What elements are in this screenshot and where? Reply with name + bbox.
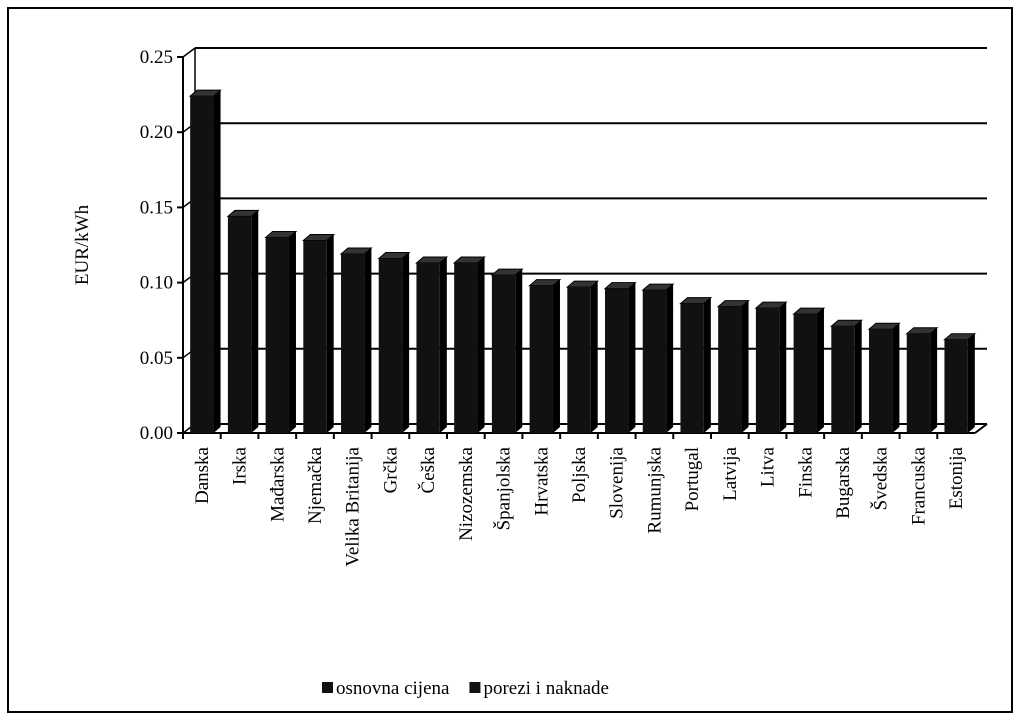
bar-side: [967, 333, 975, 433]
bar-side: [515, 269, 523, 433]
y-axis-label: EUR/kWh: [72, 204, 93, 285]
bar: [755, 308, 780, 433]
bar: [454, 263, 478, 433]
x-tick-label: Švedska: [870, 446, 892, 510]
bar: [605, 288, 629, 433]
x-tick-label: Španjolska: [493, 446, 515, 530]
bar: [831, 326, 855, 433]
bar: [680, 303, 704, 433]
bar: [303, 240, 327, 433]
bar-side: [288, 231, 296, 433]
bar: [416, 263, 440, 433]
x-tick-label: Latvija: [720, 446, 741, 500]
y-tick-label: 0.25: [140, 47, 173, 68]
bar-side: [477, 257, 485, 433]
bar-side: [930, 327, 938, 433]
x-tick-label: Bugarska: [833, 446, 854, 518]
x-tick-label: Velika Britanija: [343, 446, 364, 566]
bar-side: [251, 210, 259, 433]
x-tick-label: Nizozemska: [456, 446, 477, 540]
y-tick-label: 0.15: [140, 197, 173, 218]
x-tick-label: Litva: [758, 446, 779, 487]
bar-side: [854, 320, 862, 433]
x-tick-label: Poljska: [569, 446, 590, 503]
x-tick-label: Njemačka: [305, 446, 326, 524]
x-tick-label: Danska: [192, 446, 213, 504]
bar: [718, 306, 742, 433]
bar: [378, 258, 403, 433]
bar-side: [213, 90, 221, 433]
bar-side: [439, 257, 447, 433]
x-tick-label: Grčka: [380, 446, 401, 493]
legend-label: porezi i naknade: [483, 678, 609, 699]
grid-line-side: [182, 47, 196, 58]
x-tick-label: Slovenija: [607, 446, 628, 518]
bar: [567, 287, 591, 433]
bar-side: [892, 323, 900, 433]
bar-side: [666, 284, 674, 433]
bar-side: [402, 252, 410, 433]
bar: [944, 339, 968, 433]
x-tick-label: Češka: [417, 446, 439, 493]
bar: [491, 275, 516, 433]
bar: [529, 285, 553, 433]
bar: [227, 216, 252, 433]
x-tick-label: Hrvatska: [531, 446, 552, 515]
bar: [906, 333, 931, 433]
bar: [341, 254, 365, 433]
y-tick-label: 0.05: [140, 348, 173, 369]
x-tick-label: Mađarska: [267, 446, 288, 521]
y-tick-label: 0.20: [140, 122, 173, 143]
bar-side: [816, 308, 824, 433]
legend-swatch: [322, 682, 333, 693]
bar-side: [703, 297, 711, 433]
bar: [869, 329, 893, 433]
x-tick-label: Portugal: [682, 447, 703, 511]
bar-side: [552, 279, 560, 433]
bar: [190, 96, 214, 433]
y-tick-label: 0.00: [140, 423, 173, 444]
x-axis-right: [974, 423, 988, 434]
bar-side: [326, 234, 334, 433]
bar-side: [779, 302, 787, 433]
bar: [265, 237, 289, 433]
legend-swatch: [469, 682, 481, 693]
bar-side: [590, 281, 598, 433]
bar: [793, 314, 817, 433]
x-tick-label: Estonija: [946, 446, 967, 509]
x-tick-label: Irska: [230, 446, 251, 485]
x-tick-label: Finska: [795, 446, 816, 497]
x-tick-label: Francuska: [908, 446, 929, 525]
x-tick-label: Rumunjska: [644, 446, 665, 533]
bar: [642, 290, 667, 433]
y-tick-label: 0.10: [140, 273, 173, 294]
bar-side: [628, 282, 636, 433]
bar-side: [364, 248, 372, 433]
bar-side: [741, 300, 749, 433]
legend-label: osnovna cijena: [336, 678, 450, 699]
